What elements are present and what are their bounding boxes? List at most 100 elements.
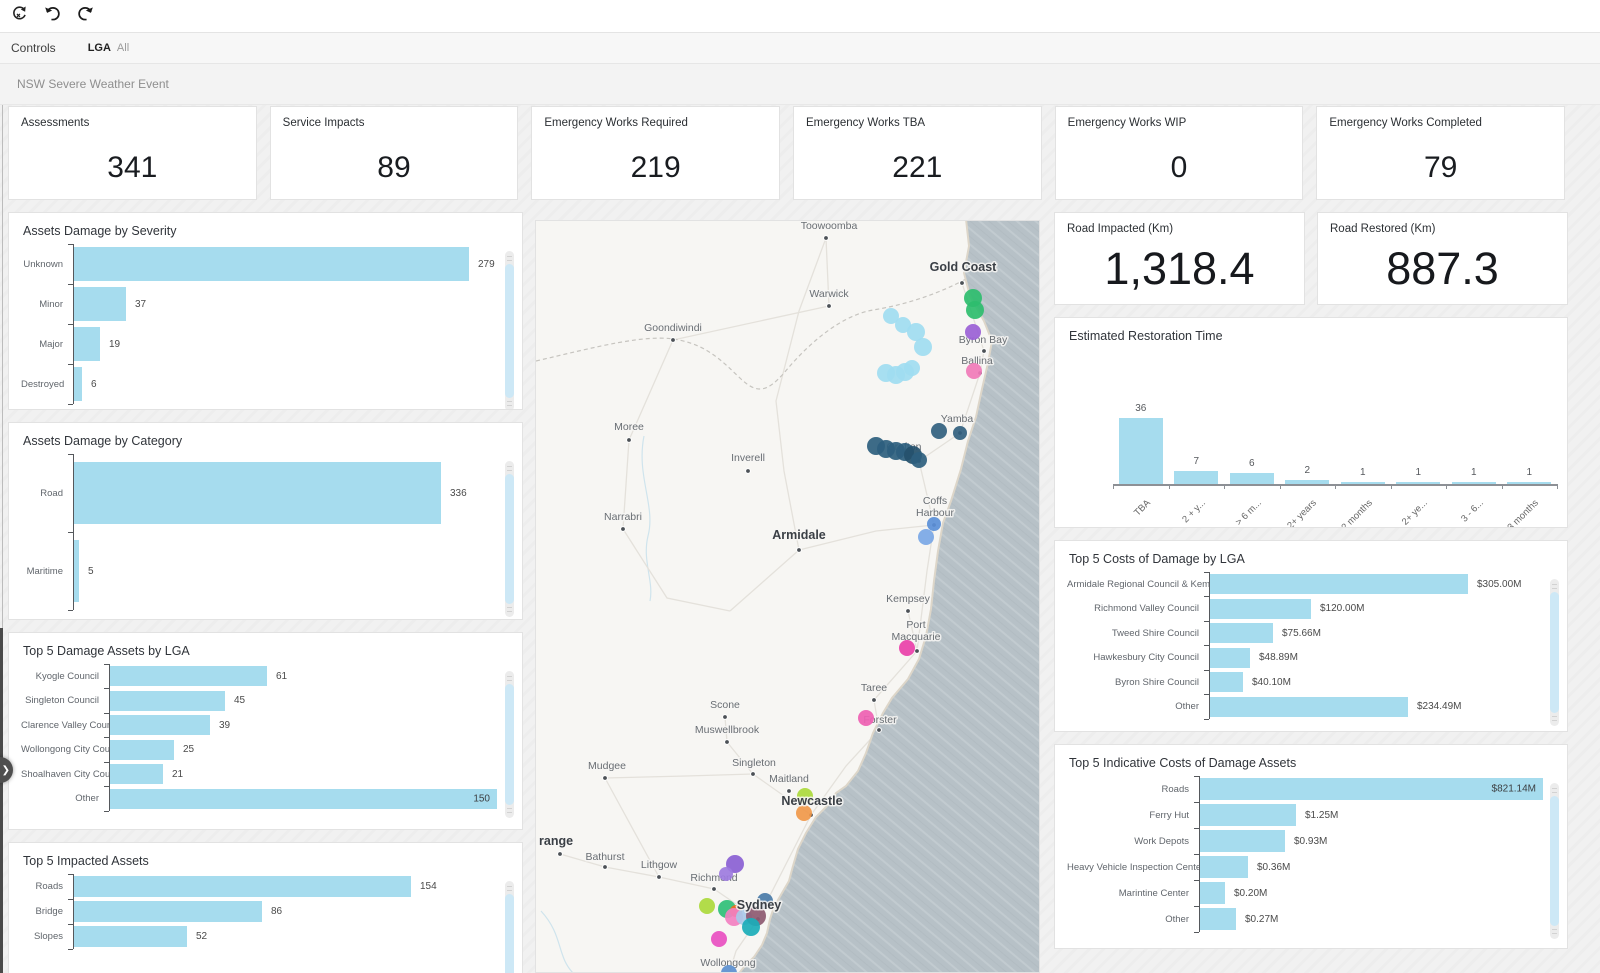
event-dot[interactable] [719,867,733,881]
town-marker [796,547,802,553]
bar[interactable]: 150 [109,788,497,809]
panel-title: Top 5 Costs of Damage by LGA [1069,552,1245,566]
bar[interactable] [73,462,441,524]
bar[interactable] [1199,908,1236,930]
chart-row: Slopes 52 [21,924,496,949]
scrollbar-thumb[interactable] [505,894,514,973]
town-marker [905,608,911,614]
scrollbar-thumb[interactable] [505,264,514,398]
scrollbar-thumb[interactable] [1550,592,1559,713]
expand-panel-button[interactable]: ❯ [0,757,13,783]
bar[interactable] [109,690,225,711]
bar[interactable] [1340,482,1385,484]
event-dot[interactable] [953,426,967,440]
event-dot[interactable] [883,308,899,324]
redo-button[interactable] [76,7,94,25]
event-dot[interactable] [721,965,737,973]
event-dot[interactable] [931,423,947,439]
category-label: 3 months [1505,497,1542,528]
bar-chart-body: Armidale Regional Council & Kempsey Coun… [1067,571,1541,720]
bar-plot: $1.25M [1199,802,1541,828]
kpi-card[interactable]: Emergency Works WIP 0 [1054,106,1304,200]
bar[interactable] [1199,830,1285,852]
bar-plot: 86 [73,899,496,924]
scrollbar-thumb[interactable] [505,474,514,604]
kpi-card[interactable]: Emergency Works Completed 79 [1316,106,1565,200]
event-dot[interactable] [966,363,982,379]
kpi-card-large[interactable]: Road Impacted (Km) 1,318.4 [1054,212,1305,305]
event-dot[interactable] [907,323,925,341]
bar[interactable] [1199,882,1225,904]
category-label: Marintine Center [1118,887,1189,899]
bar[interactable] [73,247,469,281]
bar[interactable] [73,926,187,947]
bar[interactable] [109,739,174,760]
bar[interactable] [109,715,210,736]
event-dot[interactable] [911,452,927,468]
event-dot[interactable] [726,855,744,873]
bar[interactable] [1209,696,1408,717]
bar[interactable] [1209,598,1311,619]
event-dot[interactable] [899,640,915,656]
kpi-card[interactable]: Emergency Works Required 219 [531,106,780,200]
town-marker [826,303,832,309]
event-dot[interactable] [858,710,874,726]
axis-tick [1194,905,1199,907]
bar[interactable] [1507,482,1552,484]
bar[interactable] [1229,473,1274,484]
bar[interactable] [73,901,262,922]
kpi-card[interactable]: Service Impacts 89 [269,106,519,200]
bar[interactable] [1209,672,1243,693]
kpi-card-large[interactable]: Road Restored (Km) 887.3 [1317,212,1568,305]
kpi-label: Emergency Works Required [544,117,688,129]
event-dot[interactable] [711,931,727,947]
event-dot[interactable] [895,317,911,333]
bar[interactable] [109,764,163,785]
event-dot[interactable] [742,918,760,936]
event-dot[interactable] [914,338,932,356]
town-label: Muswellbrook [695,724,760,736]
event-dot[interactable] [757,893,773,909]
top-toolbar [0,0,1600,33]
kpi-card[interactable]: Assessments 341 [8,106,257,200]
bar[interactable] [73,287,126,321]
reset-button[interactable] [10,6,28,25]
scrollbar-thumb[interactable] [1550,796,1559,926]
event-dot[interactable] [927,517,941,531]
bar[interactable] [1174,471,1219,484]
event-dot[interactable] [699,898,715,914]
bar[interactable] [73,327,100,361]
bar[interactable] [73,367,82,401]
bar[interactable] [1199,804,1296,826]
bar[interactable] [1209,647,1250,668]
event-dot[interactable] [966,301,984,319]
bar[interactable] [1285,480,1330,484]
bar[interactable] [1451,482,1496,484]
bar[interactable]: $821.14M [1199,778,1543,800]
event-dot[interactable] [965,324,981,340]
lga-filter[interactable]: LGA All [88,42,129,54]
bar[interactable] [73,540,79,602]
panel-title: Assets Damage by Category [23,434,183,448]
category-label: Major [39,338,63,350]
kpi-card[interactable]: Emergency Works TBA 221 [793,106,1042,200]
bar[interactable] [73,876,411,897]
bar[interactable] [109,666,267,687]
map-sea [738,221,1039,972]
bar[interactable] [1209,574,1468,595]
scrollbar-thumb[interactable] [505,684,514,805]
value-label: 5 [88,565,94,577]
event-dot[interactable] [904,360,920,376]
axis-tick [1194,879,1199,881]
event-dot[interactable] [797,788,813,804]
event-dot[interactable] [796,805,812,821]
bar[interactable] [1118,418,1163,484]
event-dot[interactable] [918,529,934,545]
undo-button[interactable] [43,7,61,25]
axis-tick [1168,484,1170,489]
bar-chart-body: 36 TBA 7 2 + y... 6 > 6 m... 2 2+ years 1 2 month… [1065,352,1558,527]
bar[interactable] [1396,482,1441,484]
bar[interactable] [1199,856,1248,878]
bar[interactable] [1209,623,1273,644]
